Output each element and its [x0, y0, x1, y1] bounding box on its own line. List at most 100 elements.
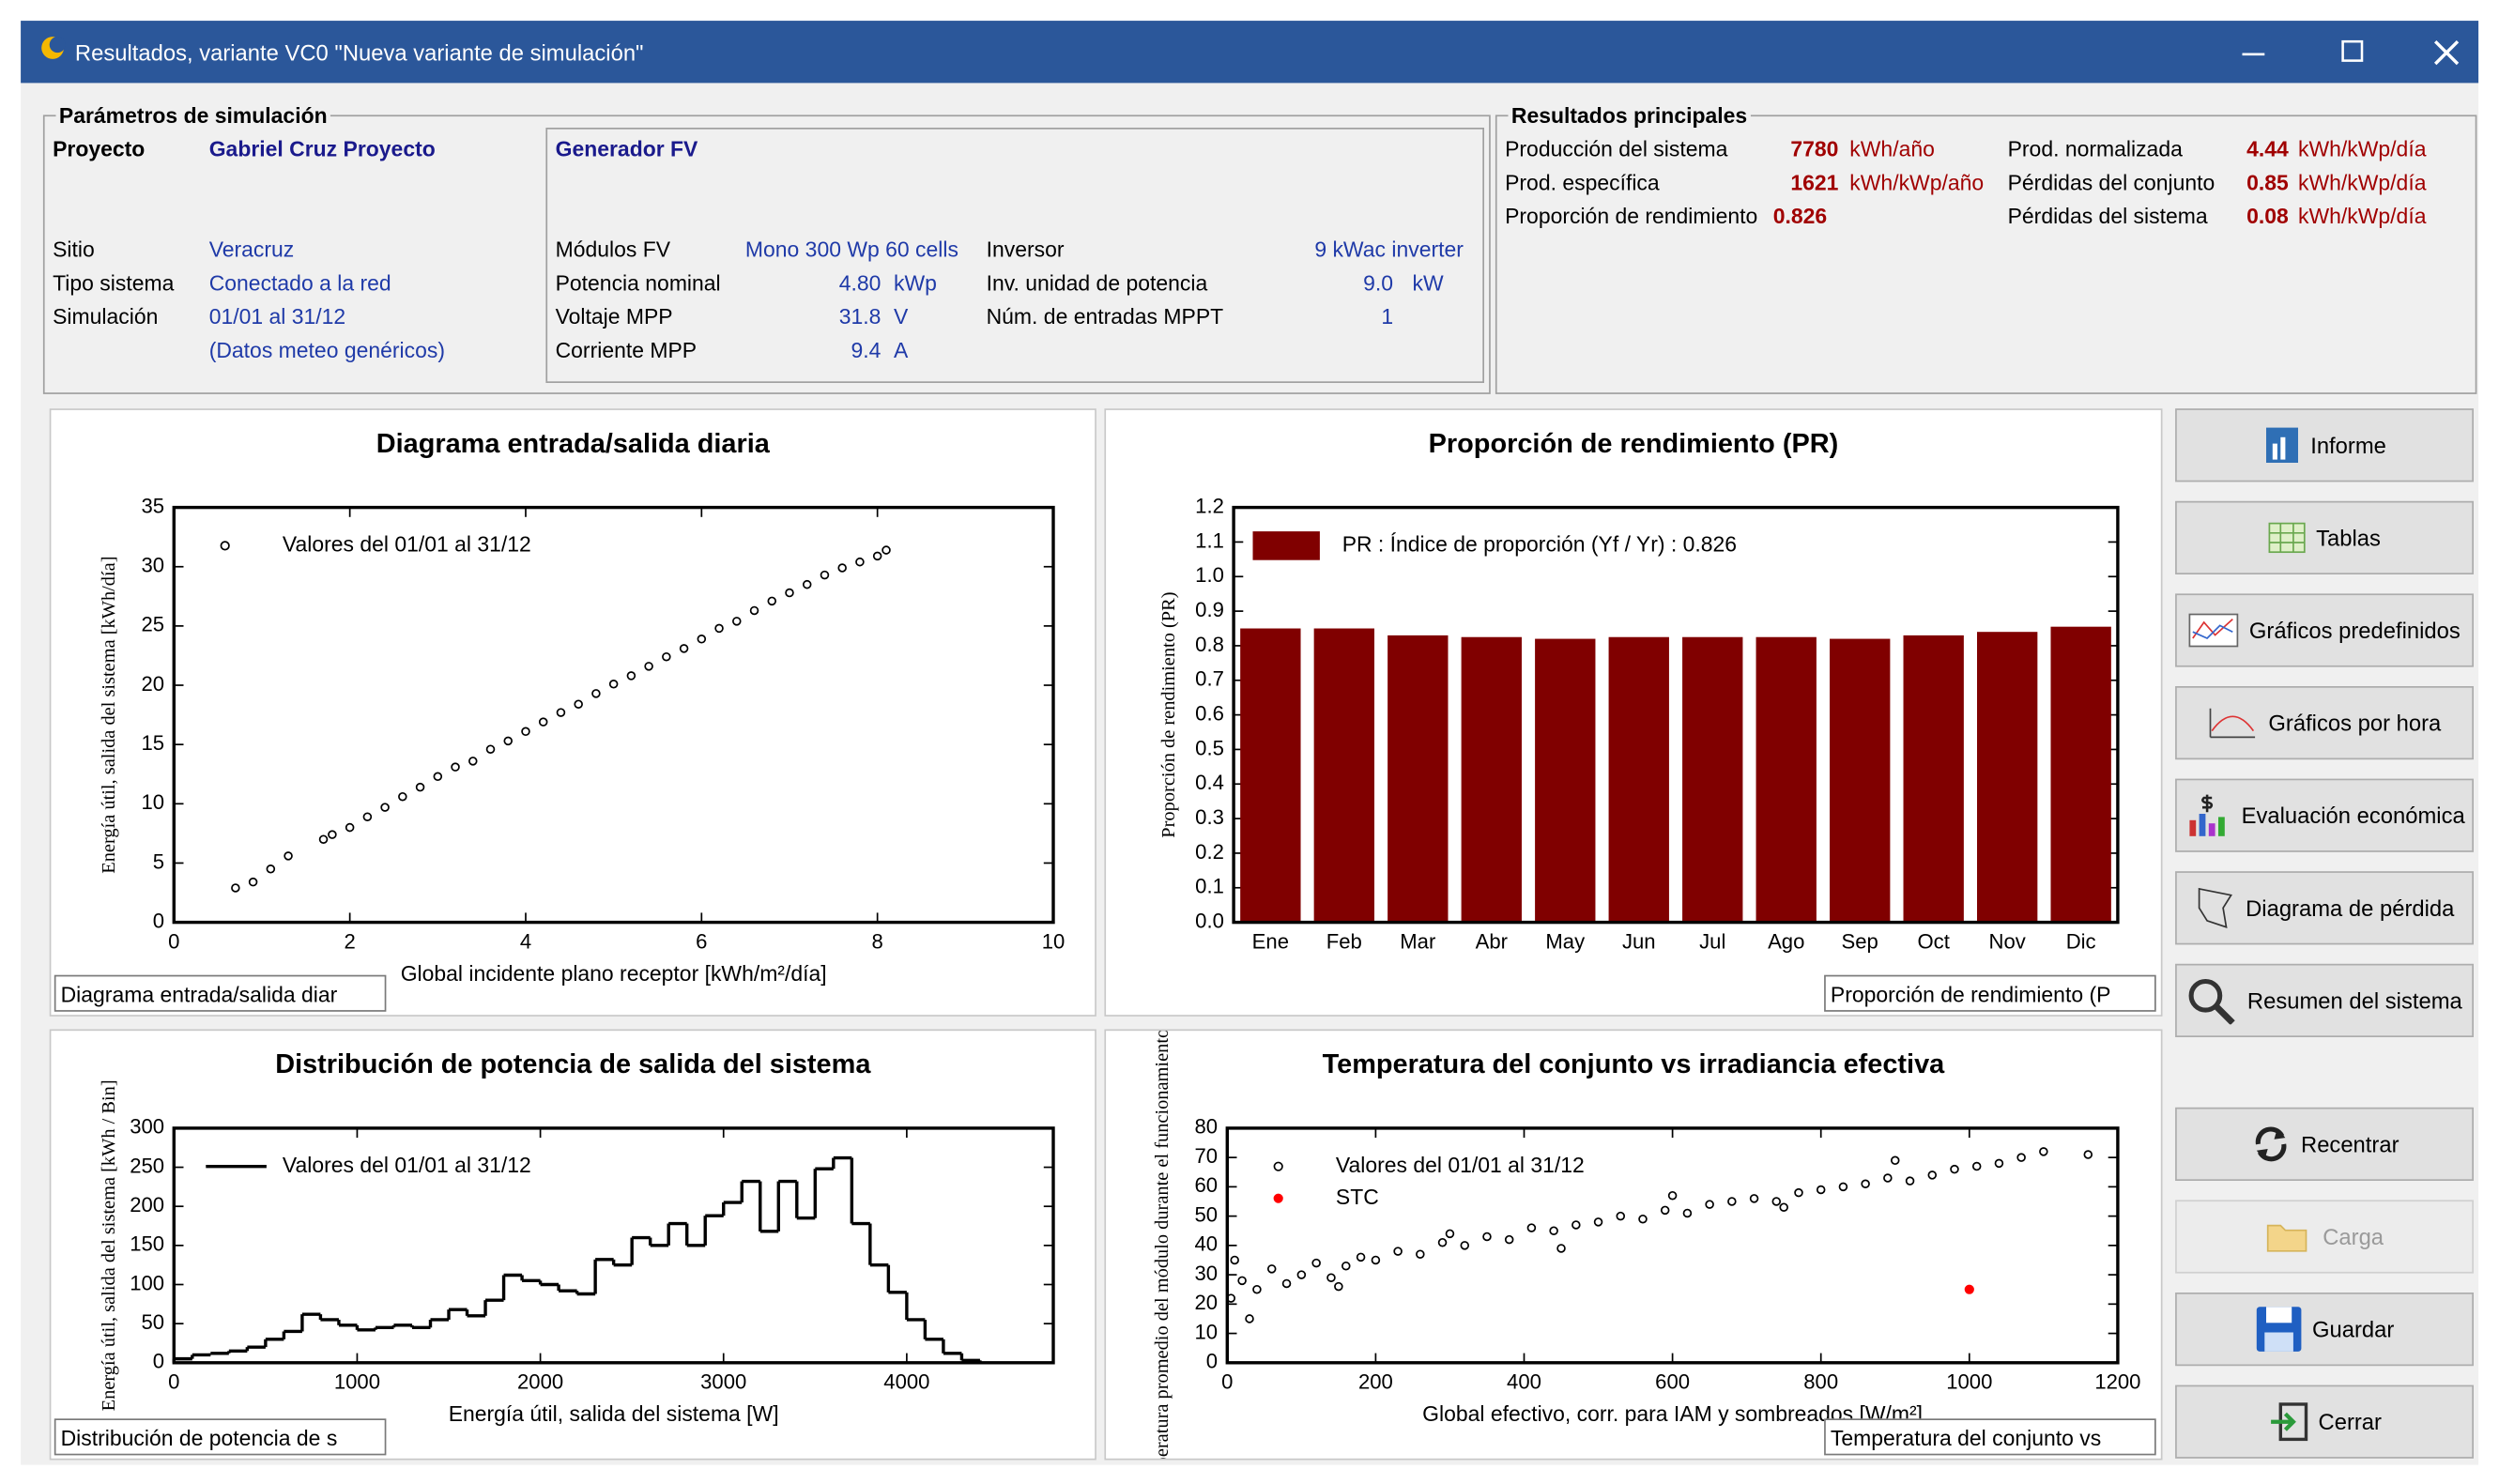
- point: [328, 830, 337, 839]
- point: [1341, 1261, 1351, 1271]
- button[interactable]: Gráficos por hora: [2175, 686, 2474, 760]
- button-label: Gráficos predefinidos: [2248, 617, 2461, 644]
- unit: kW: [1412, 271, 1444, 296]
- button[interactable]: Recentrar: [2175, 1107, 2474, 1181]
- button[interactable]: Evaluación económica: [2175, 778, 2474, 852]
- value: Veracruz: [208, 237, 295, 262]
- button[interactable]: Informe: [2175, 408, 2474, 482]
- icon: [2267, 1224, 2308, 1252]
- value: 1621: [1790, 170, 1839, 195]
- value: 4.44: [2246, 137, 2289, 161]
- label: Inversor: [986, 237, 1065, 262]
- point: [1838, 1182, 1848, 1192]
- point: [732, 617, 742, 626]
- button[interactable]: Gráficos predefinidos: [2175, 593, 2474, 667]
- point: [1950, 1164, 1959, 1174]
- button[interactable]: Tablas: [2175, 500, 2474, 574]
- point: [266, 864, 276, 874]
- legend-label: Valores del 01/01 al 31/12: [283, 1153, 531, 1177]
- window-controls[interactable]: [2227, 32, 2466, 73]
- window-title: Resultados, variante VC0 "Nueva variante…: [74, 39, 644, 66]
- point: [1861, 1179, 1870, 1189]
- button[interactable]: Guardar: [2175, 1293, 2474, 1367]
- label: Prod. normalizada: [2007, 137, 2183, 161]
- x-tick-label: 1200: [2094, 1370, 2140, 1394]
- button[interactable]: Cerrar: [2175, 1385, 2474, 1459]
- y-tick-label: 0.9: [1195, 598, 1224, 621]
- legend-swatch: [220, 541, 230, 551]
- point: [231, 883, 240, 893]
- button[interactable]: Diagrama de pérdida: [2175, 871, 2474, 945]
- chart-selector[interactable]: Temperatura del conjunto vs: [1824, 1418, 2156, 1456]
- point: [679, 644, 689, 653]
- icon: [2188, 978, 2236, 1025]
- icon: [2189, 613, 2239, 648]
- point: [1526, 1223, 1537, 1232]
- point: [503, 736, 514, 746]
- point: [451, 762, 460, 772]
- point: [1779, 1202, 1788, 1213]
- chart-title: Distribución de potencia de salida del s…: [275, 1049, 871, 1079]
- point: [1794, 1187, 1803, 1198]
- point: [1638, 1214, 1648, 1224]
- icon: [2255, 1126, 2287, 1162]
- point: [820, 570, 830, 580]
- legend-swatch: [1252, 531, 1320, 560]
- point: [1616, 1211, 1626, 1221]
- point: [521, 727, 530, 737]
- y-tick-label: 5: [153, 849, 164, 873]
- point: [1571, 1220, 1581, 1230]
- chart: Temperatura del conjunto vs irradiancia …: [1152, 1031, 2140, 1459]
- unit: kWp: [894, 271, 937, 296]
- label: Prod. específica: [1505, 170, 1660, 195]
- title-bar: [21, 21, 2479, 84]
- legend-label: PR : Índice de proporción (Yf / Yr) : 0.…: [1342, 531, 1737, 556]
- chart-selector[interactable]: Distribución de potencia de s: [54, 1418, 387, 1456]
- point: [1371, 1255, 1381, 1265]
- chart: Diagrama entrada/salida diaria Energía út…: [99, 429, 1065, 986]
- chart-selector[interactable]: Diagrama entrada/salida diar: [54, 974, 387, 1012]
- y-tick-label: 250: [130, 1154, 164, 1177]
- value: 9 kWac inverter: [1314, 237, 1464, 262]
- button[interactable]: Resumen del sistema: [2175, 963, 2474, 1037]
- icon: [2190, 794, 2226, 836]
- point: [1964, 1284, 1974, 1294]
- label: Proporción de rendimiento: [1505, 204, 1758, 229]
- point: [318, 834, 329, 844]
- maximize[interactable]: [2341, 39, 2364, 62]
- point: [1890, 1155, 1900, 1166]
- icon: [2210, 708, 2256, 739]
- x-tick-label: Mar: [1400, 930, 1435, 954]
- point: [1660, 1205, 1670, 1216]
- value: 0.85: [2246, 170, 2289, 195]
- x-tick-label: 2000: [517, 1370, 563, 1394]
- point: [1482, 1232, 1492, 1242]
- x-tick-label: 1000: [334, 1370, 380, 1394]
- y-tick-label: 10: [142, 790, 165, 814]
- bar: [1240, 628, 1301, 923]
- point: [345, 822, 355, 833]
- x-axis-label: Energía útil, salida del sistema [W]: [449, 1401, 779, 1426]
- y-tick-label: 50: [1195, 1202, 1219, 1226]
- x-tick-label: 800: [1803, 1370, 1838, 1394]
- y-tick-label: 20: [142, 672, 165, 696]
- y-tick-label: 0.1: [1195, 875, 1224, 898]
- chart-selector[interactable]: Proporción de rendimiento (P: [1824, 974, 2156, 1012]
- x-tick-label: 4: [520, 930, 531, 954]
- point: [2083, 1150, 2093, 1159]
- y-tick-label: 0.3: [1195, 805, 1224, 829]
- y-tick-label: 0: [1206, 1350, 1218, 1373]
- y-tick-label: 40: [1195, 1232, 1219, 1256]
- point: [1816, 1185, 1826, 1195]
- chart-panel: Diagrama entrada/salida diaria Energía út…: [49, 408, 1096, 1017]
- x-tick-label: 1000: [1946, 1370, 1992, 1394]
- value: 7780: [1790, 137, 1839, 161]
- y-tick-label: 0.8: [1195, 633, 1224, 656]
- y-tick-label: 30: [1195, 1262, 1219, 1285]
- plot-frame: [1232, 505, 2120, 925]
- point: [1311, 1258, 1321, 1268]
- value: Conectado a la red: [208, 271, 391, 296]
- close[interactable]: [2433, 39, 2460, 66]
- point: [380, 803, 390, 812]
- point: [1549, 1226, 1558, 1235]
